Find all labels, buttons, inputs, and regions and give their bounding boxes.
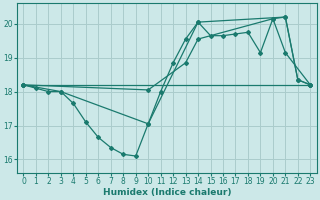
X-axis label: Humidex (Indice chaleur): Humidex (Indice chaleur): [103, 188, 231, 197]
